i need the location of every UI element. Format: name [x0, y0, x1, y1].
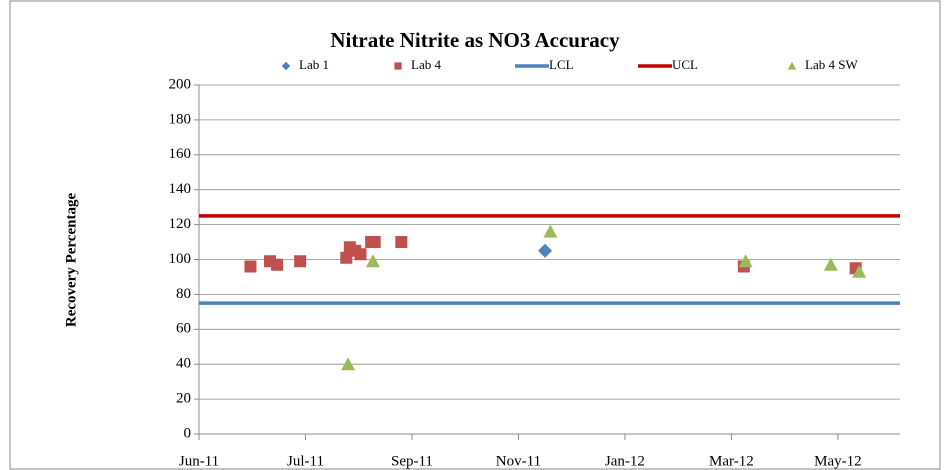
x-tick-label: May-12 — [814, 453, 862, 469]
y-tick-label: 0 — [184, 425, 192, 441]
x-tick-label: Jun-11 — [179, 453, 219, 469]
y-tick-label: 40 — [176, 356, 191, 372]
data-point — [365, 254, 380, 268]
y-tick-label: 100 — [169, 251, 192, 267]
legend-label: UCL — [672, 57, 698, 72]
y-tick-label: 200 — [169, 76, 192, 92]
y-tick-label: 180 — [169, 111, 192, 127]
data-point — [271, 258, 284, 271]
y-tick-label: 160 — [169, 146, 192, 162]
data-point — [294, 255, 307, 268]
legend-label: Lab 4 SW — [805, 57, 858, 72]
y-tick-label: 60 — [176, 321, 191, 337]
legend-label: Lab 1 — [299, 57, 329, 72]
y-tick-label: 140 — [169, 181, 192, 197]
chart-title: Nitrate Nitrite as NO3 Accuracy — [330, 28, 620, 52]
x-tick-label: Jan-12 — [605, 453, 645, 469]
data-point — [354, 248, 367, 261]
chart-border — [9, 0, 941, 470]
y-axis-title: Recovery Percentage — [63, 193, 79, 328]
y-tick-label: 20 — [176, 391, 191, 407]
data-point — [368, 236, 381, 249]
legend-label: LCL — [549, 57, 574, 72]
data-point — [538, 243, 553, 258]
data-point — [543, 224, 558, 238]
legend-swatch — [394, 62, 402, 70]
data-point — [852, 264, 867, 278]
legend-label: Lab 4 — [411, 57, 441, 72]
data-point — [395, 236, 408, 249]
x-tick-label: Mar-12 — [709, 453, 754, 469]
x-tick-label: Nov-11 — [496, 453, 541, 469]
legend-swatch — [787, 61, 797, 70]
data-point — [244, 260, 257, 273]
data-point — [341, 357, 356, 371]
y-tick-label: 80 — [176, 286, 191, 302]
data-point — [823, 257, 838, 271]
data-point — [738, 254, 753, 268]
x-tick-label: Sep-11 — [391, 453, 433, 469]
x-tick-label: Jul-11 — [287, 453, 324, 469]
y-tick-label: 120 — [169, 216, 192, 232]
